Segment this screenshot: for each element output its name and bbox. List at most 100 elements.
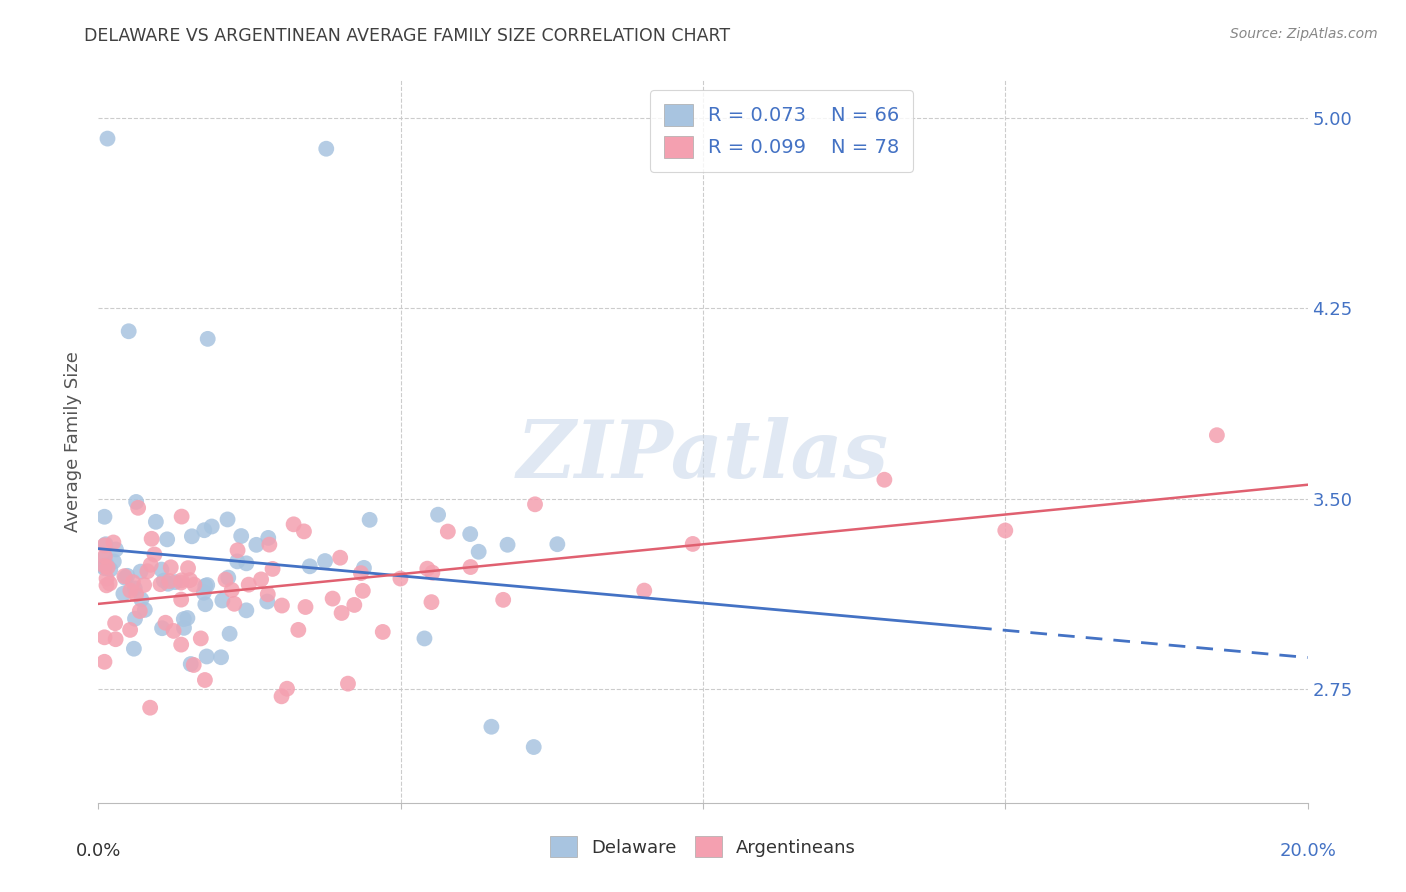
Point — [134, 603, 156, 617]
Point — [170, 574, 193, 588]
Point — [257, 531, 280, 545]
Point — [496, 538, 519, 552]
Point — [195, 578, 218, 592]
Point — [124, 612, 146, 626]
Point — [467, 545, 489, 559]
Point — [120, 583, 142, 598]
Point — [322, 591, 344, 606]
Point — [96, 572, 118, 586]
Point — [157, 574, 180, 588]
Point — [283, 517, 305, 532]
Point — [183, 658, 205, 673]
Point — [1206, 428, 1229, 442]
Point — [170, 592, 193, 607]
Point — [125, 587, 148, 601]
Point — [194, 673, 217, 687]
Point — [156, 576, 179, 591]
Point — [256, 594, 278, 608]
Point — [194, 579, 217, 593]
Point — [94, 549, 117, 564]
Point — [124, 582, 146, 596]
Point — [546, 537, 568, 551]
Point — [127, 500, 149, 515]
Point — [343, 598, 366, 612]
Point — [250, 573, 273, 587]
Point — [330, 606, 353, 620]
Text: DELAWARE VS ARGENTINEAN AVERAGE FAMILY SIZE CORRELATION CHART: DELAWARE VS ARGENTINEAN AVERAGE FAMILY S… — [84, 27, 731, 45]
Text: Source: ZipAtlas.com: Source: ZipAtlas.com — [1230, 27, 1378, 41]
Point — [129, 565, 152, 579]
Point — [633, 583, 655, 598]
Point — [179, 573, 201, 587]
Point — [416, 562, 439, 576]
Point — [180, 529, 202, 543]
Point — [141, 532, 163, 546]
Point — [197, 332, 219, 346]
Point — [98, 563, 121, 577]
Point — [122, 575, 145, 590]
Y-axis label: Average Family Size: Average Family Size — [65, 351, 83, 532]
Point — [131, 592, 153, 607]
Point — [287, 623, 309, 637]
Point — [226, 554, 249, 568]
Point — [437, 524, 460, 539]
Point — [224, 597, 246, 611]
Point — [118, 324, 141, 338]
Text: 20.0%: 20.0% — [1279, 842, 1336, 860]
Point — [270, 690, 292, 704]
Point — [122, 641, 145, 656]
Point — [93, 561, 115, 575]
Point — [112, 587, 135, 601]
Point — [873, 473, 896, 487]
Point — [217, 512, 239, 526]
Point — [128, 604, 150, 618]
Point — [104, 542, 127, 557]
Point — [98, 576, 121, 591]
Point — [176, 611, 198, 625]
Point — [420, 595, 443, 609]
Point — [170, 575, 193, 590]
Point — [217, 571, 239, 585]
Point — [413, 632, 436, 646]
Point — [96, 558, 118, 573]
Point — [359, 513, 381, 527]
Point — [256, 587, 278, 601]
Point — [93, 630, 115, 644]
Point — [271, 599, 294, 613]
Point — [136, 564, 159, 578]
Point — [183, 577, 205, 591]
Point — [211, 593, 233, 607]
Point — [190, 632, 212, 646]
Point — [93, 509, 115, 524]
Point — [352, 583, 374, 598]
Point — [149, 577, 172, 591]
Point — [103, 554, 125, 568]
Point — [104, 632, 127, 647]
Point — [422, 566, 444, 580]
Point — [259, 538, 281, 552]
Point — [193, 523, 215, 537]
Point — [125, 495, 148, 509]
Legend: Delaware, Argentineans: Delaware, Argentineans — [541, 827, 865, 866]
Point — [262, 562, 284, 576]
Point — [114, 571, 136, 585]
Point — [93, 655, 115, 669]
Point — [139, 558, 162, 572]
Point — [458, 527, 481, 541]
Point — [143, 548, 166, 562]
Point — [145, 515, 167, 529]
Point — [523, 739, 546, 754]
Point — [173, 612, 195, 626]
Point — [97, 560, 120, 574]
Point — [103, 535, 125, 549]
Point — [93, 559, 115, 574]
Point — [112, 569, 135, 583]
Point — [524, 497, 547, 511]
Point — [209, 650, 232, 665]
Point — [201, 519, 224, 533]
Point — [96, 131, 118, 145]
Point — [218, 626, 240, 640]
Point — [132, 578, 155, 592]
Point — [481, 720, 503, 734]
Point — [315, 142, 337, 156]
